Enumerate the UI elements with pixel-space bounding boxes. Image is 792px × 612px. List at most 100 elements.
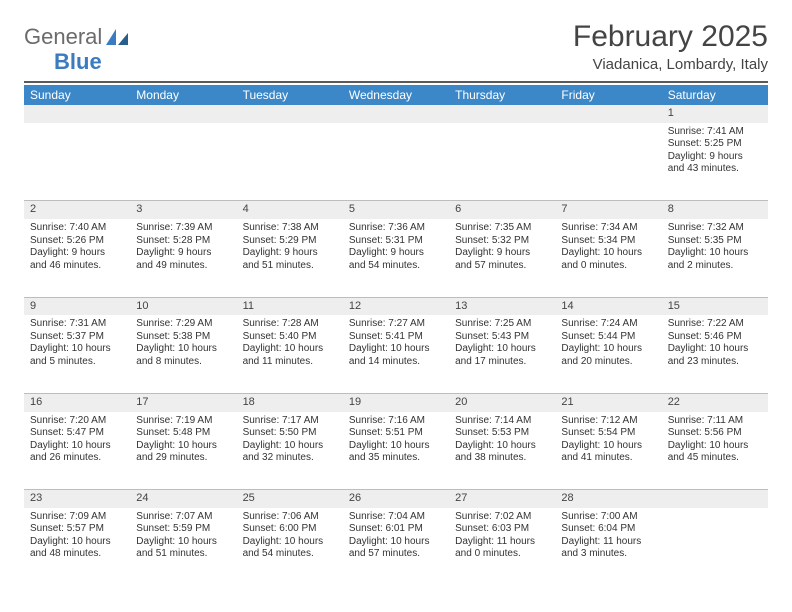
daylight-text: Daylight: 9 hours and 49 minutes.	[136, 247, 230, 272]
day-number: 13	[455, 300, 467, 312]
sunset-text: Sunset: 5:35 PM	[668, 235, 762, 248]
day-number-cell: 17	[130, 393, 236, 411]
daynum-row: 9101112131415	[24, 297, 768, 315]
day-number: 4	[243, 203, 249, 215]
sunrise-text: Sunrise: 7:41 AM	[668, 126, 762, 139]
sunrise-text: Sunrise: 7:04 AM	[349, 511, 443, 524]
day-cell: Sunrise: 7:34 AMSunset: 5:34 PMDaylight:…	[555, 219, 661, 297]
daylight-text: Daylight: 10 hours and 5 minutes.	[30, 343, 124, 368]
sunset-text: Sunset: 5:57 PM	[30, 523, 124, 536]
day-cell: Sunrise: 7:00 AMSunset: 6:04 PMDaylight:…	[555, 508, 661, 586]
daylight-text: Daylight: 11 hours and 3 minutes.	[561, 536, 655, 561]
sunset-text: Sunset: 5:46 PM	[668, 331, 762, 344]
week-row: Sunrise: 7:31 AMSunset: 5:37 PMDaylight:…	[24, 315, 768, 393]
day-cell: Sunrise: 7:11 AMSunset: 5:56 PMDaylight:…	[662, 412, 768, 490]
weekday-header: Thursday	[449, 85, 555, 105]
day-cell: Sunrise: 7:39 AMSunset: 5:28 PMDaylight:…	[130, 219, 236, 297]
weekday-header: Monday	[130, 85, 236, 105]
day-number-cell	[555, 105, 661, 123]
day-number: 3	[136, 203, 142, 215]
sunrise-text: Sunrise: 7:00 AM	[561, 511, 655, 524]
daylight-text: Daylight: 10 hours and 29 minutes.	[136, 440, 230, 465]
daylight-text: Daylight: 10 hours and 45 minutes.	[668, 440, 762, 465]
day-number: 10	[136, 300, 148, 312]
sunrise-text: Sunrise: 7:36 AM	[349, 222, 443, 235]
day-cell	[555, 123, 661, 201]
day-cell: Sunrise: 7:38 AMSunset: 5:29 PMDaylight:…	[237, 219, 343, 297]
day-number: 28	[561, 492, 573, 504]
location: Viadanica, Lombardy, Italy	[573, 56, 768, 73]
weekday-header: Tuesday	[237, 85, 343, 105]
day-number-cell: 3	[130, 201, 236, 219]
daylight-text: Daylight: 10 hours and 14 minutes.	[349, 343, 443, 368]
day-number: 15	[668, 300, 680, 312]
sunrise-text: Sunrise: 7:11 AM	[668, 415, 762, 428]
day-cell: Sunrise: 7:28 AMSunset: 5:40 PMDaylight:…	[237, 315, 343, 393]
daylight-text: Daylight: 10 hours and 54 minutes.	[243, 536, 337, 561]
daylight-text: Daylight: 10 hours and 35 minutes.	[349, 440, 443, 465]
day-cell: Sunrise: 7:02 AMSunset: 6:03 PMDaylight:…	[449, 508, 555, 586]
week-row: Sunrise: 7:20 AMSunset: 5:47 PMDaylight:…	[24, 412, 768, 490]
day-number-cell: 19	[343, 393, 449, 411]
day-cell	[343, 123, 449, 201]
sunrise-text: Sunrise: 7:28 AM	[243, 318, 337, 331]
weekday-header: Sunday	[24, 85, 130, 105]
day-cell: Sunrise: 7:35 AMSunset: 5:32 PMDaylight:…	[449, 219, 555, 297]
day-number-cell: 7	[555, 201, 661, 219]
sunset-text: Sunset: 5:38 PM	[136, 331, 230, 344]
sunrise-text: Sunrise: 7:35 AM	[455, 222, 549, 235]
day-number-cell: 23	[24, 490, 130, 508]
day-number-cell: 14	[555, 297, 661, 315]
day-number-cell: 24	[130, 490, 236, 508]
sunrise-text: Sunrise: 7:32 AM	[668, 222, 762, 235]
daylight-text: Daylight: 10 hours and 23 minutes.	[668, 343, 762, 368]
day-number-cell: 25	[237, 490, 343, 508]
sunrise-text: Sunrise: 7:16 AM	[349, 415, 443, 428]
sunset-text: Sunset: 5:40 PM	[243, 331, 337, 344]
sunset-text: Sunset: 5:32 PM	[455, 235, 549, 248]
sunset-text: Sunset: 5:29 PM	[243, 235, 337, 248]
sunrise-text: Sunrise: 7:40 AM	[30, 222, 124, 235]
day-number: 23	[30, 492, 42, 504]
sunrise-text: Sunrise: 7:29 AM	[136, 318, 230, 331]
daylight-text: Daylight: 10 hours and 32 minutes.	[243, 440, 337, 465]
day-number-cell: 5	[343, 201, 449, 219]
daylight-text: Daylight: 10 hours and 17 minutes.	[455, 343, 549, 368]
daylight-text: Daylight: 10 hours and 2 minutes.	[668, 247, 762, 272]
day-cell: Sunrise: 7:16 AMSunset: 5:51 PMDaylight:…	[343, 412, 449, 490]
title-block: February 2025 Viadanica, Lombardy, Italy	[573, 20, 768, 73]
day-number: 26	[349, 492, 361, 504]
weekday-header: Friday	[555, 85, 661, 105]
sunrise-text: Sunrise: 7:02 AM	[455, 511, 549, 524]
day-number: 6	[455, 203, 461, 215]
day-number-cell: 18	[237, 393, 343, 411]
day-number-cell: 28	[555, 490, 661, 508]
day-number: 20	[455, 396, 467, 408]
daylight-text: Daylight: 10 hours and 8 minutes.	[136, 343, 230, 368]
day-number-cell: 2	[24, 201, 130, 219]
sunset-text: Sunset: 5:51 PM	[349, 427, 443, 440]
week-row: Sunrise: 7:41 AMSunset: 5:25 PMDaylight:…	[24, 123, 768, 201]
sunset-text: Sunset: 5:37 PM	[30, 331, 124, 344]
daylight-text: Daylight: 10 hours and 0 minutes.	[561, 247, 655, 272]
day-number-cell: 22	[662, 393, 768, 411]
sunrise-text: Sunrise: 7:25 AM	[455, 318, 549, 331]
day-number-cell	[449, 105, 555, 123]
sunset-text: Sunset: 5:34 PM	[561, 235, 655, 248]
day-number: 24	[136, 492, 148, 504]
day-number: 12	[349, 300, 361, 312]
sunrise-text: Sunrise: 7:14 AM	[455, 415, 549, 428]
daylight-text: Daylight: 11 hours and 0 minutes.	[455, 536, 549, 561]
day-number-cell: 4	[237, 201, 343, 219]
day-number-cell: 1	[662, 105, 768, 123]
sunrise-text: Sunrise: 7:27 AM	[349, 318, 443, 331]
day-cell	[237, 123, 343, 201]
day-number: 17	[136, 396, 148, 408]
day-number-cell: 26	[343, 490, 449, 508]
sunset-text: Sunset: 5:47 PM	[30, 427, 124, 440]
logo-text-blue: Blue	[54, 49, 102, 74]
day-cell	[130, 123, 236, 201]
day-number: 1	[668, 107, 674, 119]
day-cell: Sunrise: 7:06 AMSunset: 6:00 PMDaylight:…	[237, 508, 343, 586]
day-number-cell	[24, 105, 130, 123]
